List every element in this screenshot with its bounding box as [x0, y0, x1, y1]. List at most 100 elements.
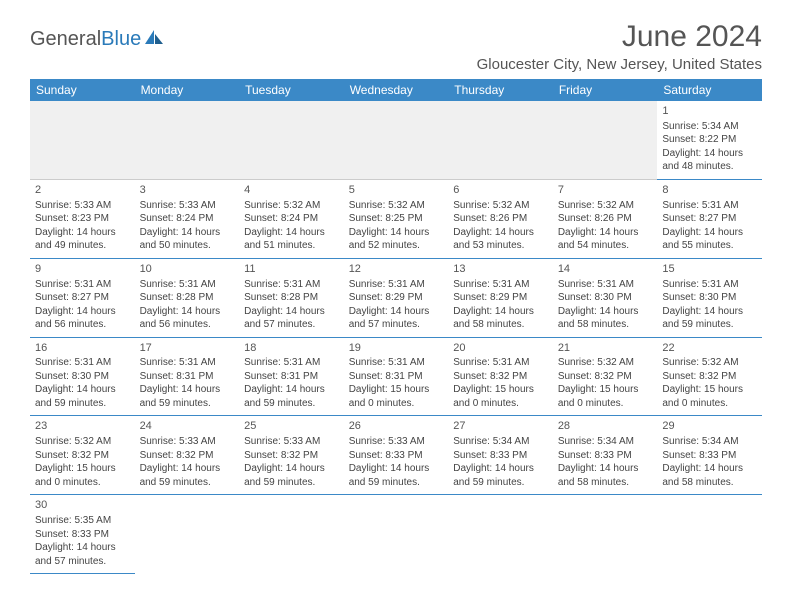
calendar-cell: 16Sunrise: 5:31 AMSunset: 8:30 PMDayligh… — [30, 337, 135, 416]
day-info-line: Sunrise: 5:31 AM — [349, 278, 444, 292]
day-number: 19 — [349, 341, 444, 356]
day-info-line: Sunrise: 5:33 AM — [35, 199, 130, 213]
day-number: 9 — [35, 262, 130, 277]
day-info-line: Sunrise: 5:31 AM — [349, 356, 444, 370]
day-info-line: Sunrise: 5:33 AM — [244, 435, 339, 449]
day-info-line: Daylight: 14 hours — [35, 541, 130, 555]
calendar-cell — [553, 495, 658, 574]
day-number: 22 — [662, 341, 757, 356]
calendar-cell: 12Sunrise: 5:31 AMSunset: 8:29 PMDayligh… — [344, 258, 449, 337]
day-info-line: Daylight: 14 hours — [35, 305, 130, 319]
calendar-cell — [553, 101, 658, 179]
day-info-line: and 59 minutes. — [453, 476, 548, 490]
day-info-line: Sunrise: 5:31 AM — [244, 278, 339, 292]
day-info-line: and 56 minutes. — [140, 318, 235, 332]
sail-icon — [143, 28, 165, 51]
day-number: 24 — [140, 419, 235, 434]
day-info-line: Daylight: 14 hours — [244, 462, 339, 476]
day-info-line: and 51 minutes. — [244, 239, 339, 253]
calendar-cell — [239, 101, 344, 179]
location-text: Gloucester City, New Jersey, United Stat… — [477, 56, 762, 73]
day-info-line: Sunset: 8:31 PM — [140, 370, 235, 384]
day-info-line: and 59 minutes. — [349, 476, 444, 490]
day-info-line: Sunset: 8:24 PM — [140, 212, 235, 226]
day-info-line: Sunrise: 5:31 AM — [662, 199, 757, 213]
logo: GeneralBlue — [30, 28, 165, 51]
calendar-cell: 28Sunrise: 5:34 AMSunset: 8:33 PMDayligh… — [553, 416, 658, 495]
day-number: 20 — [453, 341, 548, 356]
day-info-line: and 0 minutes. — [349, 397, 444, 411]
calendar-cell — [448, 101, 553, 179]
day-number: 17 — [140, 341, 235, 356]
calendar-week: 16 Sunrise: 5:31 AM Sunset: 8:30 PM Dayligh… — [30, 337, 762, 416]
calendar-cell — [30, 101, 135, 179]
day-info-line: and 58 minutes. — [558, 318, 653, 332]
day-info-line: Daylight: 14 hours — [453, 305, 548, 319]
day-info-line: Daylight: 14 hours — [453, 462, 548, 476]
day-info-line: Sunset: 8:33 PM — [558, 449, 653, 463]
calendar-cell: 2Sunrise: 5:33 AMSunset: 8:23 PMDaylight… — [30, 179, 135, 258]
day-info-line: Sunrise: 5:34 AM — [558, 435, 653, 449]
calendar-week: 9Sunrise: 5:31 AMSunset: 8:27 PMDaylight… — [30, 258, 762, 337]
calendar-cell: 5Sunrise: 5:32 AMSunset: 8:25 PMDaylight… — [344, 179, 449, 258]
day-info-line: and 50 minutes. — [140, 239, 235, 253]
day-info-line: Sunset: 8:28 PM — [244, 291, 339, 305]
day-info-line: Sunset: 8:30 PM — [558, 291, 653, 305]
calendar-cell: 30Sunrise: 5:35 AMSunset: 8:33 PMDayligh… — [30, 495, 135, 574]
day-info-line: Sunset: 8:33 PM — [35, 528, 130, 542]
day-info-line: Sunrise: 5:32 AM — [35, 435, 130, 449]
day-info-line: and 57 minutes. — [244, 318, 339, 332]
day-info-line: Daylight: 14 hours — [558, 226, 653, 240]
day-info-line: and 59 minutes. — [244, 476, 339, 490]
day-info-line: Daylight: 14 hours — [349, 226, 444, 240]
day-info-line: Daylight: 14 hours — [662, 147, 757, 161]
day-info-line: Sunset: 8:30 PM — [35, 370, 130, 384]
day-info-line: Sunrise: 5:33 AM — [140, 435, 235, 449]
day-info-line: Sunset: 8:33 PM — [349, 449, 444, 463]
day-info-line: Sunset: 8:29 PM — [453, 291, 548, 305]
logo-text-blue: Blue — [101, 28, 141, 51]
day-info-line: and 52 minutes. — [349, 239, 444, 253]
day-info-line: Daylight: 14 hours — [349, 462, 444, 476]
day-info-line: Sunrise: 5:33 AM — [349, 435, 444, 449]
day-number: 18 — [244, 341, 339, 356]
month-title: June 2024 — [477, 20, 762, 54]
day-info-line: Sunrise: 5:32 AM — [244, 199, 339, 213]
day-info-line: and 54 minutes. — [558, 239, 653, 253]
day-info-line: Daylight: 14 hours — [558, 305, 653, 319]
day-info-line: Sunrise: 5:32 AM — [558, 199, 653, 213]
day-info-line: and 59 minutes. — [140, 476, 235, 490]
calendar-cell — [135, 101, 240, 179]
day-number: 7 — [558, 183, 653, 198]
calendar-cell: 24Sunrise: 5:33 AMSunset: 8:32 PMDayligh… — [135, 416, 240, 495]
day-info-line: Sunset: 8:32 PM — [453, 370, 548, 384]
day-info-line: Daylight: 15 hours — [662, 383, 757, 397]
day-number: 25 — [244, 419, 339, 434]
day-info-line: and 53 minutes. — [453, 239, 548, 253]
day-info-line: and 56 minutes. — [35, 318, 130, 332]
day-header: Saturday — [657, 79, 762, 101]
day-info-line: Sunrise: 5:32 AM — [349, 199, 444, 213]
day-info-line: Sunset: 8:26 PM — [558, 212, 653, 226]
day-number: 26 — [349, 419, 444, 434]
day-info-line: Sunset: 8:31 PM — [244, 370, 339, 384]
calendar-cell: 26Sunrise: 5:33 AMSunset: 8:33 PMDayligh… — [344, 416, 449, 495]
day-info-line: Sunset: 8:26 PM — [453, 212, 548, 226]
day-header: Wednesday — [344, 79, 449, 101]
day-number: 8 — [662, 183, 757, 198]
day-info-line: Daylight: 14 hours — [140, 383, 235, 397]
day-info-line: and 59 minutes. — [662, 318, 757, 332]
day-info-line: Sunrise: 5:35 AM — [35, 514, 130, 528]
day-info-line: Daylight: 14 hours — [662, 305, 757, 319]
logo-text-gray: General — [30, 28, 101, 51]
day-number: 28 — [558, 419, 653, 434]
day-info-line: Sunrise: 5:31 AM — [140, 356, 235, 370]
day-info-line: Sunset: 8:31 PM — [349, 370, 444, 384]
day-info-line: Sunset: 8:24 PM — [244, 212, 339, 226]
calendar-week: 2Sunrise: 5:33 AMSunset: 8:23 PMDaylight… — [30, 179, 762, 258]
day-info-line: and 59 minutes. — [35, 397, 130, 411]
calendar-cell: 29Sunrise: 5:34 AMSunset: 8:33 PMDayligh… — [657, 416, 762, 495]
day-info-line: Sunset: 8:32 PM — [140, 449, 235, 463]
calendar-cell: 4Sunrise: 5:32 AMSunset: 8:24 PMDaylight… — [239, 179, 344, 258]
day-number: 16 — [35, 341, 130, 356]
